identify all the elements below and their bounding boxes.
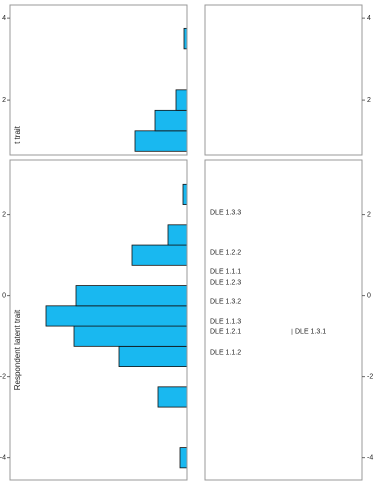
bar (183, 27, 187, 50)
y-tick-label: 4 (2, 15, 6, 22)
bar (131, 244, 187, 266)
bar (167, 224, 187, 246)
y-axis-label: Respondent latent trait (13, 309, 22, 390)
panel-frame (204, 4, 363, 156)
panel-frame (9, 159, 188, 481)
item-label: DLE 1.1.3 (210, 318, 241, 325)
y2-tick-label: -2 (367, 374, 373, 381)
item-label: DLE 1.2.2 (210, 250, 241, 257)
y-tick-label: -4 (0, 455, 6, 462)
item-label: DLE 1.2.1 (210, 329, 241, 336)
y-tick-label: 2 (2, 97, 6, 104)
y2-tick-label: 2 (367, 97, 371, 104)
bar (45, 305, 187, 327)
y-tick-label: -2 (0, 374, 6, 381)
item-label: DLE 1.3.1 (295, 329, 326, 336)
item-label: DLE 1.3.2 (210, 299, 241, 306)
y2-tick-label: 4 (367, 15, 371, 22)
item-label: DLE 1.3.3 (210, 210, 241, 217)
bar (118, 345, 187, 367)
item-label: DLE 1.1.1 (210, 269, 241, 276)
histogram-bars (45, 183, 187, 469)
y-axis-label: t trait (13, 125, 22, 144)
y-tick-label: 0 (2, 293, 6, 300)
y2-tick-label: 0 (367, 293, 371, 300)
item-label: DLE 1.1.2 (210, 350, 241, 357)
panel-frame (9, 4, 188, 156)
item-label: DLE 1.2.3 (210, 280, 241, 287)
bar (182, 183, 187, 205)
bar (157, 386, 187, 408)
bar (75, 285, 187, 307)
histogram-bars (134, 27, 187, 152)
panel-frame (204, 159, 363, 481)
y2-tick-label: 2 (367, 212, 371, 219)
bar (134, 130, 187, 152)
bar (175, 89, 187, 111)
bar (73, 325, 187, 347)
y-tick-label: 2 (2, 212, 6, 219)
y2-tick-label: -4 (367, 455, 373, 462)
bar (179, 447, 187, 469)
bar (154, 109, 187, 132)
